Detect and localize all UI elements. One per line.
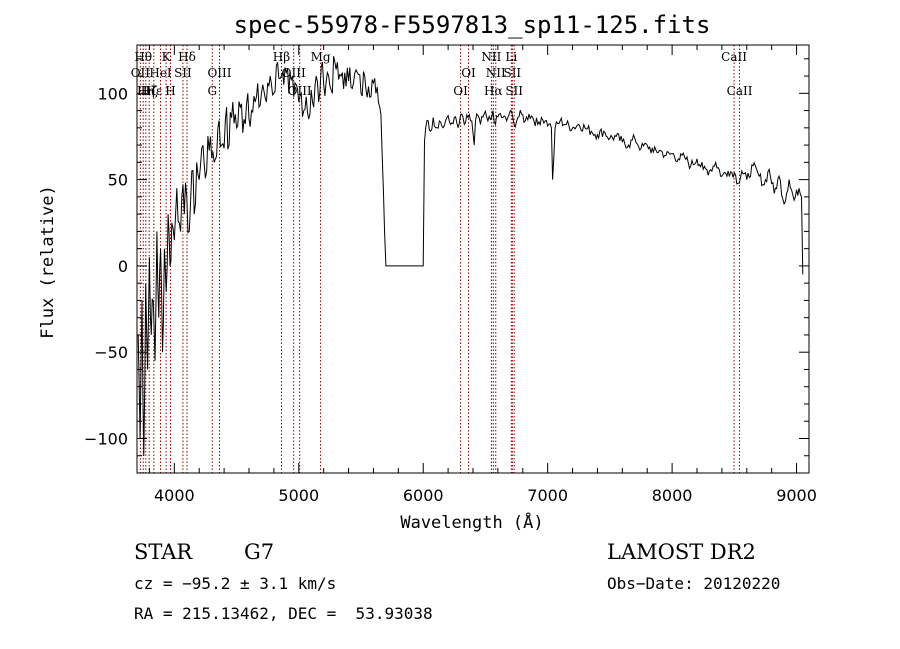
spectral-line-label: NII: [481, 50, 501, 64]
spectral-line-markers: [139, 45, 741, 473]
x-tick-label: 8000: [652, 486, 693, 505]
y-tick-label: 50: [108, 171, 128, 190]
spectral-line-label: OII: [131, 66, 151, 80]
y-tick-label: −50: [94, 343, 128, 362]
spectral-line-label: OI: [453, 84, 468, 98]
spectral-line-label: CaII: [727, 84, 753, 98]
x-axis-ticks: 4000 5000 6000 7000 8000 9000: [148, 45, 817, 505]
spectral-line-label: Mg: [311, 50, 331, 64]
spectral-line-label: SII: [505, 84, 523, 98]
spectral-line-label: G: [207, 84, 217, 98]
x-axis-title: Wavelength (Å): [400, 511, 543, 533]
observation-date: Obs−Date: 20120220: [607, 574, 781, 593]
spectral-line-label: Li: [505, 50, 517, 64]
spectral-line-label: Hβ: [273, 50, 290, 64]
spectral-line-label: NII: [486, 66, 506, 80]
x-tick-label: 4000: [154, 486, 195, 505]
spectral-line-label: K: [162, 50, 172, 64]
spectral-line-label: H: [165, 84, 175, 98]
spectral-line-label: SII: [174, 66, 192, 80]
chart-title: spec-55978-F5597813_sp11-125.fits: [234, 11, 711, 39]
spectral-line-label: Hζ: [141, 84, 158, 98]
spectral-line-label: HeI: [149, 66, 172, 80]
spectral-line-label: Hδ: [178, 50, 196, 64]
y-tick-label: 0: [118, 257, 128, 276]
spectral-line-label: Hη: [137, 84, 155, 98]
x-tick-label: 9000: [776, 486, 817, 505]
y-axis-title: Flux (relative): [38, 185, 58, 339]
spectral-line-label: OI: [461, 66, 476, 80]
x-tick-label: 7000: [527, 486, 568, 505]
y-axis-ticks: −100 −50 0 50 100: [84, 58, 809, 457]
spectral-line-label: Hε: [145, 84, 162, 98]
y-tick-label: 100: [97, 84, 128, 103]
spectral-line-label: OIII: [207, 66, 231, 80]
spectrum-line: [137, 56, 804, 456]
object-class: STAR: [134, 540, 193, 564]
redshift-velocity: cz = −95.2 ± 3.1 km/s: [134, 574, 337, 593]
spectral-line-label: CaII: [721, 50, 747, 64]
sky-coordinates: RA = 215.13462, DEC = 53.93038: [134, 604, 433, 623]
spectral-line-labels: HθOIIHηHζHεHeIKHSIIHδGOIIIHβOIIIOIIIMgOI…: [131, 50, 753, 98]
spectral-line-label: Hα: [484, 84, 503, 98]
survey-name: LAMOST DR2: [607, 540, 756, 564]
x-tick-label: 6000: [403, 486, 444, 505]
x-tick-label: 5000: [278, 486, 319, 505]
spectral-line-label: Hθ: [134, 50, 152, 64]
plot-frame: [136, 44, 810, 474]
spectral-line-label: SII: [503, 66, 521, 80]
y-tick-label: −100: [84, 429, 128, 448]
object-subclass: G7: [244, 540, 275, 564]
